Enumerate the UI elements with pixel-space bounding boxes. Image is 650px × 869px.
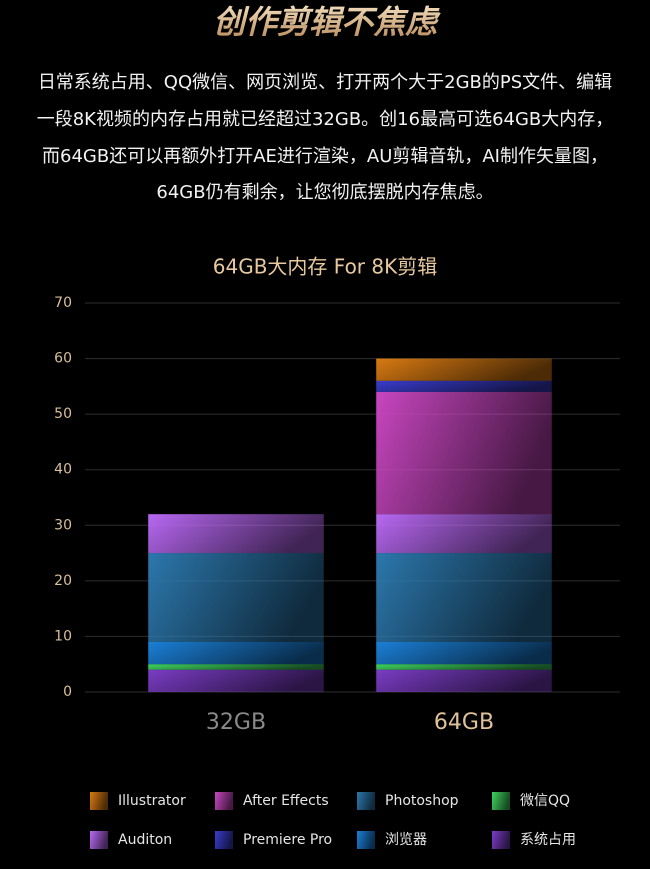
legend-swatch — [215, 792, 233, 810]
paragraph-line: 日常系统占用、QQ微信、网页浏览、打开两个大于2GB的PS文件、编辑 — [38, 72, 612, 93]
legend-swatch — [492, 831, 510, 849]
y-tick-label: 30 — [54, 517, 72, 533]
legend-swatch — [492, 792, 510, 810]
bar-segment — [376, 380, 552, 392]
y-tick-label: 20 — [54, 573, 72, 589]
x-tick-label: 64GB — [434, 710, 494, 735]
bar-segment — [148, 553, 324, 642]
chart-title: 64GB大内存 For 8K剪辑 — [213, 255, 437, 279]
legend-swatch — [215, 831, 233, 849]
legend-label: 系统占用 — [520, 832, 576, 848]
bar-segment — [376, 391, 552, 515]
bar-segment — [148, 664, 324, 670]
legend-label: After Effects — [243, 793, 329, 809]
y-tick-label: 0 — [63, 684, 72, 700]
y-tick-label: 10 — [54, 628, 72, 644]
legend-label: Illustrator — [118, 793, 186, 809]
paragraph-line: 一段8K视频的内存占用就已经超过32GB。创16最高可选64GB大内存， — [37, 109, 614, 130]
y-tick-label: 40 — [54, 462, 72, 478]
bar-segment — [376, 669, 552, 692]
legend-swatch — [357, 831, 375, 849]
y-tick-label: 50 — [54, 406, 72, 422]
legend-swatch — [357, 792, 375, 810]
x-tick-label: 32GB — [206, 710, 266, 735]
paragraph-line: 而64GB还可以再额外打开AE进行渲染，AU剪辑音轨，AI制作矢量图， — [42, 146, 608, 167]
legend-label: 微信QQ — [520, 793, 570, 809]
paragraph-line: 64GB仍有剩余，让您彻底摆脱内存焦虑。 — [156, 182, 493, 203]
legend-label: Premiere Pro — [243, 832, 332, 848]
bar-segment — [376, 514, 552, 554]
bar-segment — [376, 641, 552, 665]
legend-label: 浏览器 — [385, 832, 427, 848]
bar-segment — [376, 553, 552, 642]
bar-segment — [148, 669, 324, 692]
bar-segment — [376, 664, 552, 670]
y-tick-label: 60 — [54, 351, 72, 367]
bar-segment — [148, 641, 324, 665]
legend-swatch — [90, 831, 108, 849]
legend-label: Auditon — [118, 832, 172, 848]
page-title: 创作剪辑不焦虑 — [213, 3, 441, 41]
bar-segment — [376, 358, 552, 381]
legend-label: Photoshop — [385, 793, 459, 809]
y-tick-label: 70 — [54, 295, 72, 311]
legend-swatch — [90, 792, 108, 810]
bar-segment — [148, 514, 324, 554]
